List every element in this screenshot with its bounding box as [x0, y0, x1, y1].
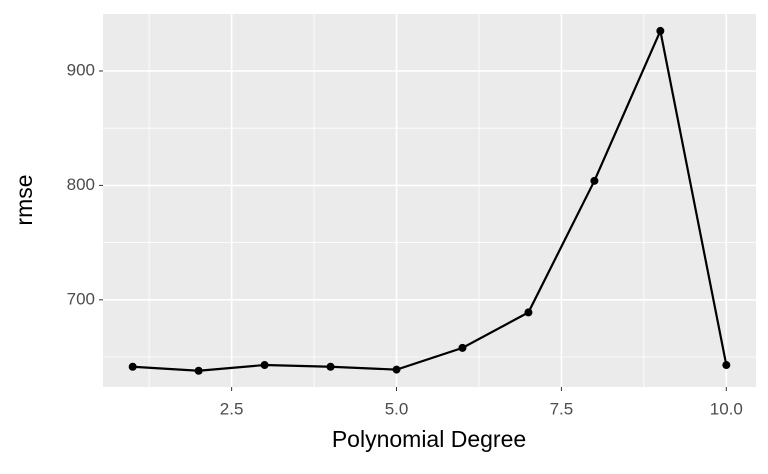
y-tick-label: 900	[67, 60, 95, 79]
data-point	[194, 366, 203, 375]
x-tick-label: 10.0	[710, 399, 743, 418]
data-point	[722, 361, 731, 370]
data-point	[458, 343, 467, 352]
data-line	[132, 27, 728, 372]
x-axis-title: Polynomial Degree	[332, 426, 526, 452]
x-tick-label: 2.5	[220, 399, 244, 418]
data-point	[392, 365, 401, 374]
data-point	[326, 362, 335, 371]
data-point	[524, 308, 533, 317]
data-point	[128, 362, 137, 371]
panel	[103, 14, 756, 387]
y-axis-title: rmse	[11, 174, 37, 225]
y-tick-label: 700	[67, 289, 95, 308]
y-tick-label: 800	[67, 175, 95, 194]
data-point	[656, 26, 665, 35]
data-point	[260, 361, 269, 370]
x-tick-label: 7.5	[550, 399, 574, 418]
x-tick-label: 5.0	[385, 399, 409, 418]
data-point	[590, 176, 599, 185]
